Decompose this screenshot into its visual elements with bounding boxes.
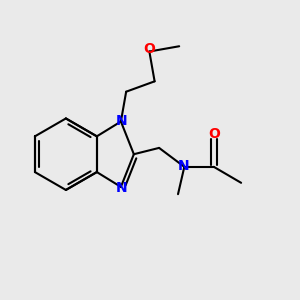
Text: O: O (143, 42, 155, 56)
Text: N: N (178, 159, 189, 173)
Text: N: N (116, 114, 127, 128)
Text: O: O (208, 127, 220, 141)
Text: N: N (116, 181, 127, 195)
